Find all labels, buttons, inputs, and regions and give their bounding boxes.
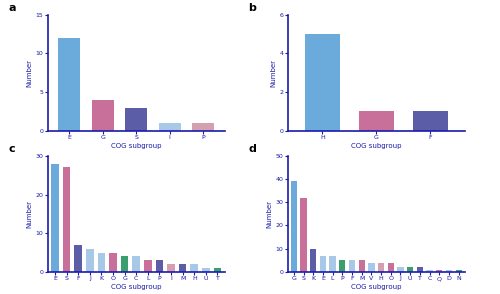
Y-axis label: Number: Number xyxy=(26,200,32,228)
Text: b: b xyxy=(248,3,256,13)
Bar xyxy=(305,34,340,131)
Text: d: d xyxy=(248,144,256,154)
Bar xyxy=(300,198,306,272)
Bar xyxy=(179,264,186,272)
Bar xyxy=(144,260,152,272)
Bar xyxy=(446,270,452,272)
Bar xyxy=(412,111,448,131)
Text: c: c xyxy=(8,144,15,154)
Bar xyxy=(368,263,374,272)
Bar xyxy=(74,245,82,272)
Bar xyxy=(98,253,105,272)
Bar xyxy=(349,260,355,272)
Bar xyxy=(190,264,198,272)
Text: a: a xyxy=(8,3,16,13)
Bar xyxy=(290,181,297,272)
Bar xyxy=(426,270,432,272)
X-axis label: COG subgroup: COG subgroup xyxy=(111,143,162,149)
Bar xyxy=(86,249,94,272)
Bar xyxy=(359,111,394,131)
Bar xyxy=(330,256,336,272)
Bar xyxy=(132,256,140,272)
Bar xyxy=(416,267,423,272)
Bar xyxy=(320,256,326,272)
Bar xyxy=(202,268,209,272)
Bar xyxy=(310,249,316,272)
Y-axis label: Number: Number xyxy=(270,59,276,87)
Bar xyxy=(398,267,404,272)
Bar xyxy=(436,270,442,272)
Bar xyxy=(156,260,163,272)
Y-axis label: Number: Number xyxy=(266,200,272,228)
X-axis label: COG subgroup: COG subgroup xyxy=(351,284,402,290)
Bar xyxy=(52,163,59,272)
Bar xyxy=(456,270,462,272)
Bar xyxy=(121,256,128,272)
Bar xyxy=(214,268,221,272)
Bar xyxy=(126,108,147,131)
Bar xyxy=(63,168,70,272)
Bar xyxy=(58,38,80,131)
Y-axis label: Number: Number xyxy=(27,59,33,87)
Bar xyxy=(378,263,384,272)
Bar xyxy=(407,267,414,272)
Bar xyxy=(159,123,180,131)
Bar xyxy=(339,260,345,272)
X-axis label: COG subgroup: COG subgroup xyxy=(351,143,402,149)
Bar xyxy=(168,264,175,272)
Bar xyxy=(358,260,365,272)
Bar xyxy=(388,263,394,272)
Bar xyxy=(192,123,214,131)
Bar xyxy=(110,253,117,272)
Bar xyxy=(92,100,114,131)
X-axis label: COG subgroup: COG subgroup xyxy=(111,284,162,290)
